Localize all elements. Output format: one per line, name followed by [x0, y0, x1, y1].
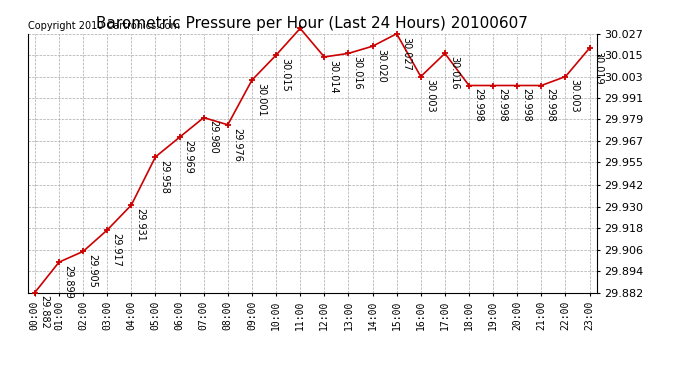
Text: 30.020: 30.020: [377, 49, 386, 83]
Text: 29.899: 29.899: [63, 265, 73, 299]
Text: 29.998: 29.998: [522, 88, 531, 122]
Text: 29.905: 29.905: [87, 254, 97, 288]
Text: 30.003: 30.003: [425, 80, 435, 113]
Text: 30.015: 30.015: [280, 58, 290, 92]
Text: 30.019: 30.019: [594, 51, 604, 84]
Text: 30.016: 30.016: [449, 56, 459, 90]
Text: 30.016: 30.016: [353, 56, 362, 90]
Text: 29.969: 29.969: [184, 140, 194, 174]
Text: 29.980: 29.980: [208, 120, 218, 154]
Text: 30.001: 30.001: [256, 83, 266, 117]
Text: 30.014: 30.014: [328, 60, 339, 93]
Text: 29.882: 29.882: [39, 295, 49, 329]
Title: Barometric Pressure per Hour (Last 24 Hours) 20100607: Barometric Pressure per Hour (Last 24 Ho…: [97, 16, 528, 31]
Text: Copyright 2010 Cartronics.com: Copyright 2010 Cartronics.com: [28, 21, 179, 31]
Text: 29.998: 29.998: [546, 88, 555, 122]
Text: 29.931: 29.931: [135, 208, 146, 242]
Text: 30.003: 30.003: [570, 80, 580, 113]
Text: 29.976: 29.976: [232, 128, 242, 161]
Text: 29.917: 29.917: [111, 233, 121, 267]
Text: 29.998: 29.998: [473, 88, 483, 122]
Text: 29.998: 29.998: [497, 88, 507, 122]
Text: 30.030: 30.030: [0, 374, 1, 375]
Text: 30.027: 30.027: [401, 36, 411, 70]
Text: 29.958: 29.958: [159, 160, 170, 194]
